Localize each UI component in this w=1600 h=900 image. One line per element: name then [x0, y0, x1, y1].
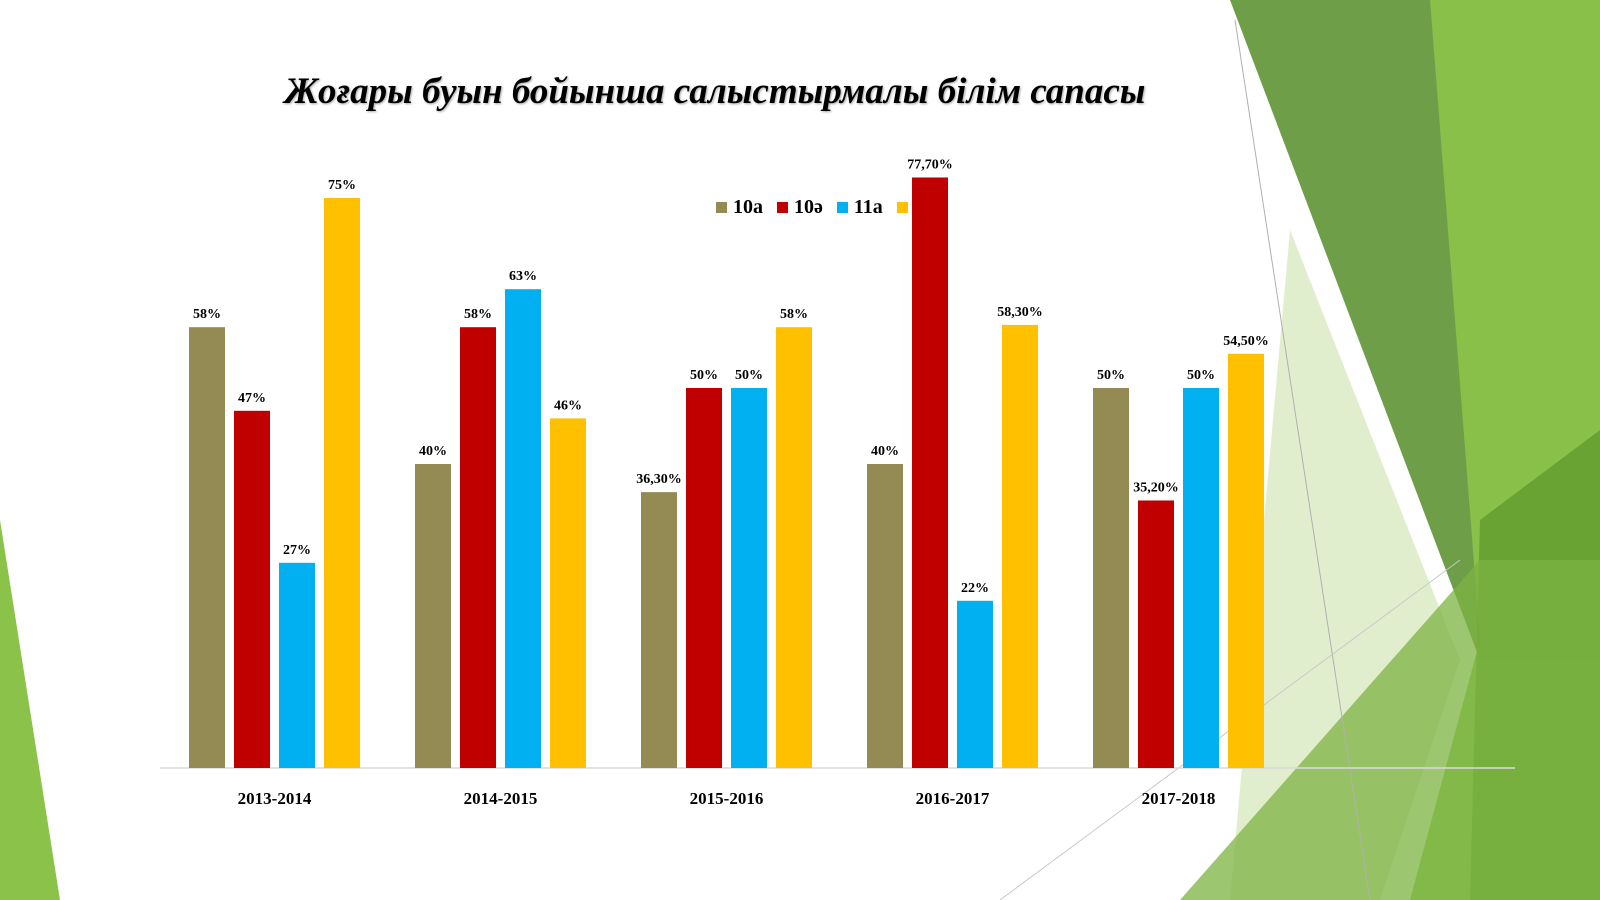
data-label: 36,30% — [636, 472, 682, 487]
data-label: 40% — [419, 444, 447, 459]
data-label: 58% — [193, 307, 221, 322]
bar — [415, 464, 451, 768]
legend-label: 10а — [733, 196, 763, 218]
legend-swatch — [777, 202, 788, 213]
bar — [912, 177, 948, 769]
data-label: 50% — [735, 368, 763, 383]
data-label: 47% — [238, 391, 266, 406]
data-label: 46% — [554, 398, 582, 413]
chart-title: Жоғары буын бойынша салыстырмалы білім с… — [284, 71, 1146, 112]
category-label: 2017-2018 — [1142, 789, 1216, 808]
bar — [1138, 500, 1174, 768]
bar — [641, 492, 677, 768]
data-label: 58,30% — [997, 305, 1043, 320]
bar — [731, 388, 767, 768]
bar — [1228, 353, 1264, 768]
bar — [460, 327, 496, 768]
bar — [776, 327, 812, 768]
data-label: 58% — [464, 307, 492, 322]
bar — [324, 198, 360, 768]
bar — [686, 388, 722, 768]
bar — [550, 418, 586, 768]
data-label: 77,70% — [907, 157, 953, 172]
data-label: 22% — [961, 581, 989, 596]
category-label: 2015-2016 — [690, 789, 764, 808]
bar — [1183, 388, 1219, 768]
decor-line-1 — [1234, 19, 1371, 900]
bar — [1093, 388, 1129, 768]
legend-swatch — [836, 202, 848, 213]
legend-item: 10а — [716, 196, 763, 219]
legend-swatch — [716, 202, 727, 213]
legend-label: 11а — [853, 196, 883, 218]
category-label: 2014-2015 — [464, 789, 538, 808]
bar — [189, 327, 225, 768]
bar — [1002, 324, 1038, 768]
data-label: 58% — [780, 307, 808, 322]
legend-swatch — [896, 202, 908, 213]
legend-label: 10ә — [794, 196, 823, 218]
data-label: 63% — [509, 269, 537, 284]
data-label: 35,20% — [1133, 480, 1179, 495]
bar — [505, 289, 541, 768]
data-label: 50% — [1187, 368, 1215, 383]
data-label: 54,50% — [1223, 334, 1269, 349]
legend-item: 10ә — [777, 196, 823, 219]
bar — [957, 600, 993, 768]
data-label: 27% — [283, 543, 311, 558]
data-label: 40% — [871, 444, 899, 459]
category-label: 2013-2014 — [238, 789, 312, 808]
data-label: 50% — [1097, 368, 1125, 383]
legend-item: 11а — [836, 196, 883, 219]
bar — [279, 562, 315, 768]
decor-left-triangle — [0, 520, 60, 900]
decor-bottom-wedge — [1180, 560, 1600, 900]
bar — [234, 410, 270, 768]
category-label: 2016-2017 — [916, 789, 990, 808]
data-label: 75% — [328, 178, 356, 193]
bar — [867, 464, 903, 768]
data-label: 50% — [690, 368, 718, 383]
